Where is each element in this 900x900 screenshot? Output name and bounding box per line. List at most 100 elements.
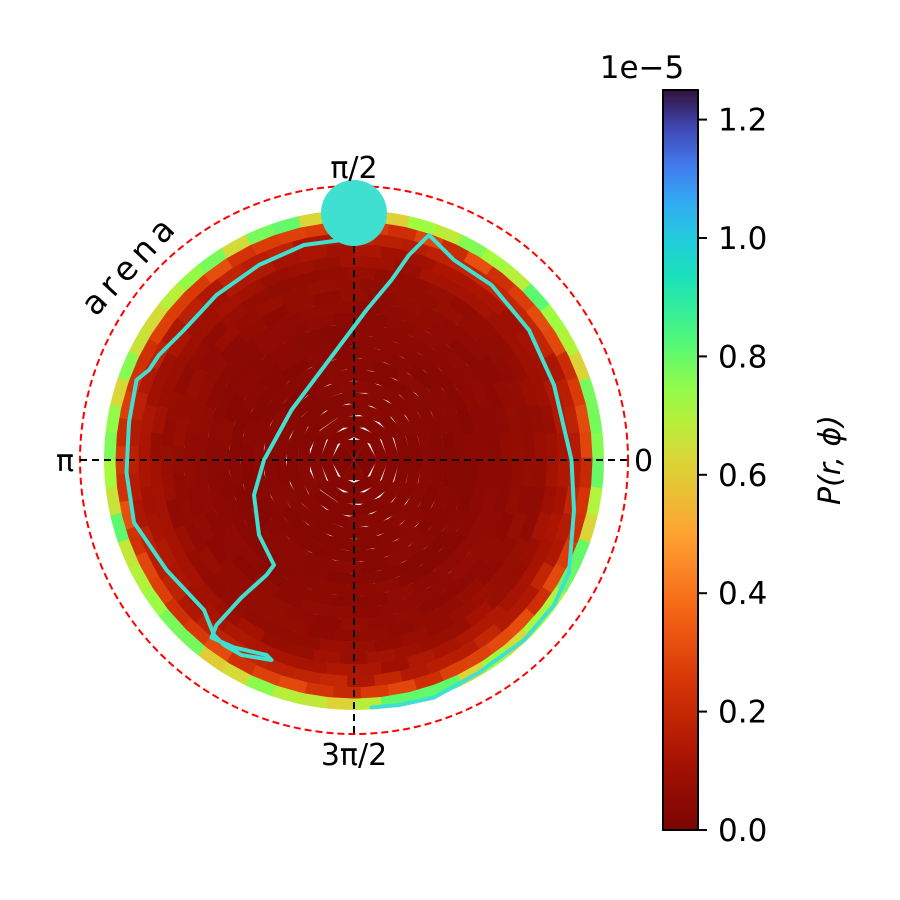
heatmap-cell: [504, 484, 523, 516]
heatmap-cell: [271, 649, 303, 670]
heatmap-cell: [292, 327, 323, 349]
heatmap-cell: [286, 471, 309, 501]
heatmap-cell: [505, 535, 531, 567]
heatmap-cell: [271, 685, 304, 705]
heatmap-cell: [439, 657, 472, 682]
heatmap-cell: [265, 658, 297, 680]
heatmap-cell: [441, 276, 473, 303]
heatmap-cell: [424, 530, 453, 559]
heatmap-cell: [396, 331, 427, 354]
heatmap-cell: [116, 351, 139, 384]
heatmap-cell: [283, 259, 315, 279]
heatmap-cell: [285, 605, 317, 627]
heatmap-cell: [527, 402, 546, 434]
heatmap-cell: [319, 509, 349, 529]
heatmap-cell: [291, 632, 323, 651]
heatmap-cell: [218, 302, 249, 331]
heatmap-cell: [293, 363, 324, 387]
heatmap-cell: [504, 351, 530, 383]
heatmap-cell: [237, 544, 266, 574]
heatmap-cell: [117, 538, 140, 571]
heatmap-cell: [270, 558, 301, 584]
heatmap-cell: [492, 353, 518, 385]
heatmap-cell: [387, 390, 416, 417]
heatmap-cell: [203, 510, 227, 542]
heatmap-cell: [298, 446, 310, 475]
density-heatmap: [104, 210, 604, 710]
heatmap-cell: [381, 432, 401, 460]
heatmap-cell: [224, 244, 257, 269]
heatmap-cell: [325, 697, 357, 710]
heatmap-cell: [365, 518, 395, 539]
colorbar-tick-label: 0.6: [718, 458, 767, 494]
heatmap-cell: [398, 272, 430, 293]
heatmap-cell: [470, 580, 500, 609]
heatmap-cell: [191, 378, 215, 410]
heatmap-cell: [316, 480, 344, 504]
heatmap-cell: [447, 336, 477, 365]
heatmap-cell: [488, 329, 516, 360]
heatmap-cell: [528, 484, 546, 516]
heatmap-cell: [318, 638, 350, 654]
heatmap-cell: [164, 390, 185, 423]
heatmap-cell: [415, 384, 442, 413]
colorbar-tick-label: 0.0: [718, 813, 767, 849]
heatmap-cell: [464, 458, 480, 488]
heatmap-cell: [240, 381, 266, 412]
heatmap-cell: [292, 390, 320, 417]
heatmap-cell: [259, 631, 292, 654]
heatmap-cell: [316, 266, 348, 282]
colorbar-fill: [663, 90, 698, 830]
heatmap-cell: [299, 562, 330, 583]
heatmap-cell: [424, 361, 453, 390]
heatmap-cell: [556, 537, 580, 570]
heatmap-cell: [277, 284, 309, 306]
heatmap-cell: [456, 508, 481, 539]
heatmap-cell: [354, 459, 366, 471]
heatmap-cell: [476, 431, 491, 460]
heatmap-cell: [104, 431, 117, 463]
heatmap-cell: [214, 262, 246, 289]
colorbar-tick-label: 1.0: [718, 221, 767, 257]
heatmap-cell: [468, 509, 493, 541]
heatmap-cell: [316, 416, 344, 441]
heatmap-cell: [260, 372, 289, 401]
heatmap-cell: [164, 499, 185, 531]
heatmap-cell: [371, 394, 400, 418]
heatmap-cell: [393, 641, 425, 661]
heatmap-cell: [150, 486, 169, 518]
heatmap-cell: [519, 535, 543, 567]
heatmap-cell: [137, 431, 152, 463]
heatmap-cell: [295, 245, 328, 263]
heatmap-cell: [555, 510, 576, 543]
colorbar-ticks: 0.0 0.2 0.4 0.6 0.8 1.0 1.2: [698, 103, 767, 849]
heatmap-cell: [307, 460, 327, 488]
heatmap-cell: [484, 264, 516, 293]
heatmap-cell: [220, 272, 252, 299]
heatmap-cell: [439, 359, 467, 389]
heatmap-cell: [165, 537, 190, 569]
heatmap-cell: [180, 274, 211, 304]
heatmap-cell: [586, 401, 603, 434]
heatmap-cell: [579, 510, 599, 543]
heatmap-cell: [178, 560, 206, 591]
heatmap-cell: [235, 617, 267, 644]
heatmap-cell: [395, 368, 425, 394]
heatmap-cell: [128, 563, 154, 596]
heatmap-cell: [539, 301, 567, 333]
heatmap-cell: [463, 291, 494, 319]
heatmap-cell: [358, 277, 389, 293]
heatmap-cell: [212, 292, 243, 321]
heatmap-cell: [449, 553, 478, 583]
heatmap-cell: [239, 287, 271, 314]
heatmap-cell: [360, 592, 391, 609]
heatmap-cell: [380, 657, 413, 675]
heatmap-cell: [417, 405, 441, 436]
heatmap-cell: [238, 250, 270, 275]
heatmap-cell: [134, 338, 159, 371]
heatmap-cell: [569, 536, 592, 569]
heatmap-cell: [234, 520, 260, 551]
heatmap-cell: [372, 576, 403, 596]
heatmap-cell: [292, 503, 321, 530]
